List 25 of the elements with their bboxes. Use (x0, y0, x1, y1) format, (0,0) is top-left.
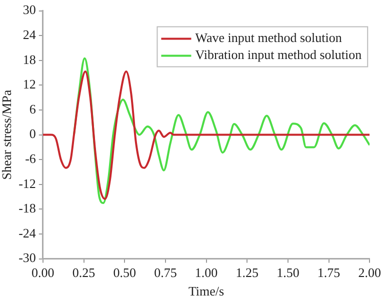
line-series (42, 70, 370, 200)
x-tick-label: 2.00 (358, 265, 381, 280)
x-tick-label: 0.50 (113, 265, 136, 280)
y-axis-title: Shear stress/MPa (0, 90, 14, 180)
x-tick-label: 0.00 (32, 265, 54, 280)
y-tick-label: 30 (22, 2, 36, 18)
x-tick-label: 1.50 (276, 265, 300, 280)
y-tick-label: -6 (25, 151, 36, 166)
y-tick-label: -30 (18, 250, 36, 266)
y-tick-label: -18 (18, 200, 36, 216)
y-tick-label: -12 (18, 176, 36, 191)
y-tick-label: -24 (18, 225, 36, 240)
x-tick-label: 0.75 (154, 265, 177, 280)
legend-label: Vibration input method solution (195, 47, 362, 62)
y-tick-label: 6 (29, 101, 36, 116)
y-tick-label: 0 (29, 126, 36, 142)
x-tick-label: 0.25 (72, 265, 96, 280)
y-tick-label: 12 (22, 76, 36, 92)
legend-label: Wave input method solution (195, 30, 342, 46)
y-tick-label: 18 (22, 52, 36, 67)
x-tick-label: 1.00 (194, 265, 218, 280)
y-tick-label: 24 (22, 27, 36, 42)
x-axis-title: Time/s (188, 284, 224, 299)
x-tick-label: 1.75 (317, 265, 340, 280)
x-tick-label: 1.25 (236, 265, 258, 280)
